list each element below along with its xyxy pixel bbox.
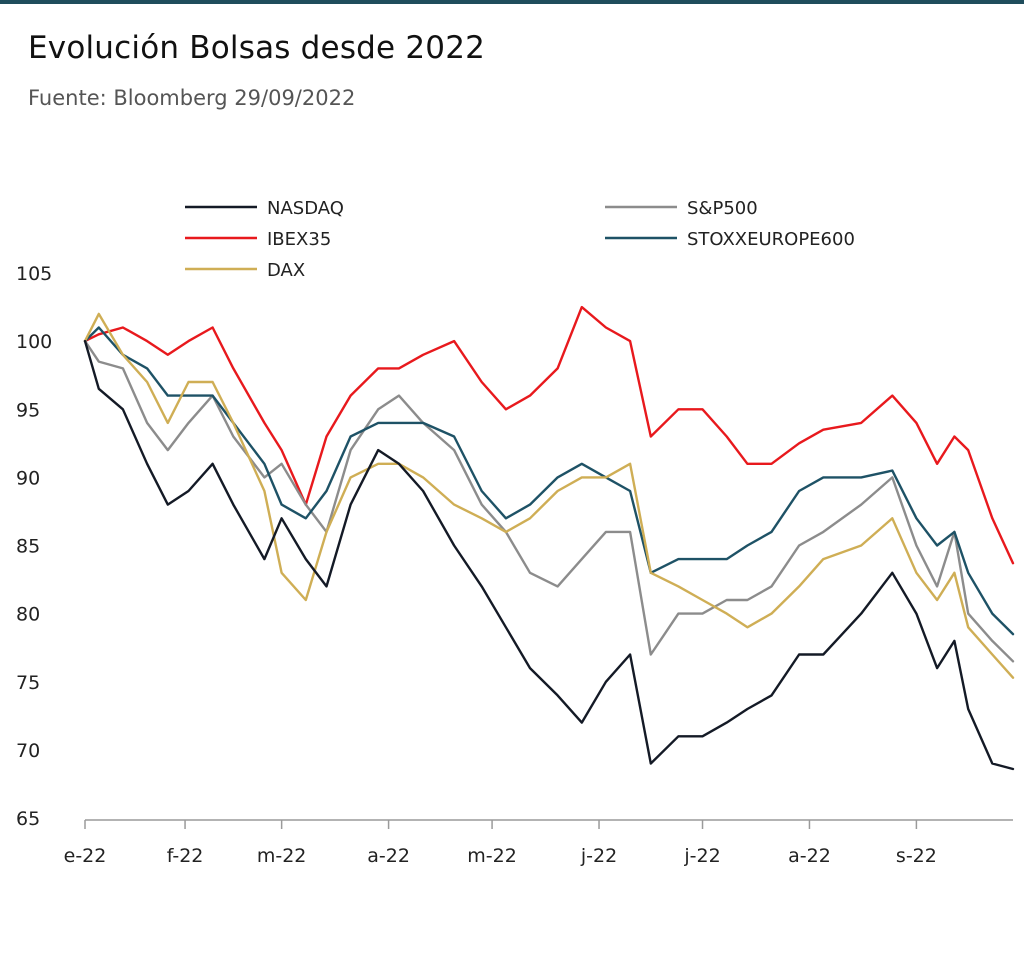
x-tick-label: a-22 bbox=[788, 845, 831, 867]
x-tick-label: e-22 bbox=[64, 845, 107, 867]
y-tick-label: 105 bbox=[16, 263, 52, 285]
series-line-nasdaq bbox=[83, 339, 1015, 771]
x-tick-label: j-22 bbox=[683, 845, 720, 867]
legend-label: NASDAQ bbox=[267, 198, 344, 219]
legend-label: DAX bbox=[267, 260, 305, 281]
legend: NASDAQ IBEX35 DAX S&P500 STOXXEUROPE600 bbox=[185, 198, 855, 281]
series-line-sp500 bbox=[83, 339, 1015, 663]
x-tick-label: a-22 bbox=[367, 845, 410, 867]
y-tick-label: 65 bbox=[16, 808, 40, 830]
y-tick-label: 75 bbox=[16, 672, 40, 694]
top-accent-bar bbox=[0, 0, 1024, 4]
x-tick-label: f-22 bbox=[167, 845, 204, 867]
x-tick-label: j-22 bbox=[580, 845, 617, 867]
series-line-dax bbox=[83, 312, 1015, 679]
y-tick-label: 85 bbox=[16, 536, 40, 558]
x-tick-label: m-22 bbox=[467, 845, 517, 867]
x-tick-label: s-22 bbox=[896, 845, 937, 867]
chart-subtitle: Fuente: Bloomberg 29/09/2022 bbox=[28, 86, 356, 110]
legend-label: STOXXEUROPE600 bbox=[687, 229, 855, 250]
y-tick-label: 70 bbox=[16, 740, 40, 762]
series-line-ibex35 bbox=[83, 305, 1015, 565]
y-tick-label: 80 bbox=[16, 604, 40, 626]
legend-label: S&P500 bbox=[687, 198, 758, 219]
chart-title: Evolución Bolsas desde 2022 bbox=[28, 30, 486, 66]
legend-label: IBEX35 bbox=[267, 229, 331, 250]
series-line-stoxxeurope600 bbox=[83, 326, 1015, 636]
x-tick-label: m-22 bbox=[257, 845, 307, 867]
plot-area bbox=[83, 305, 1015, 771]
y-tick-label: 100 bbox=[16, 331, 52, 353]
y-tick-label: 95 bbox=[16, 399, 40, 421]
y-axis: 65 70 75 80 85 90 95 100 105 bbox=[16, 263, 52, 830]
x-axis: e-22 f-22 m-22 a-22 m-22 j-22 j-22 a-22 s-22 bbox=[64, 819, 1013, 867]
y-tick-label: 90 bbox=[16, 467, 40, 489]
